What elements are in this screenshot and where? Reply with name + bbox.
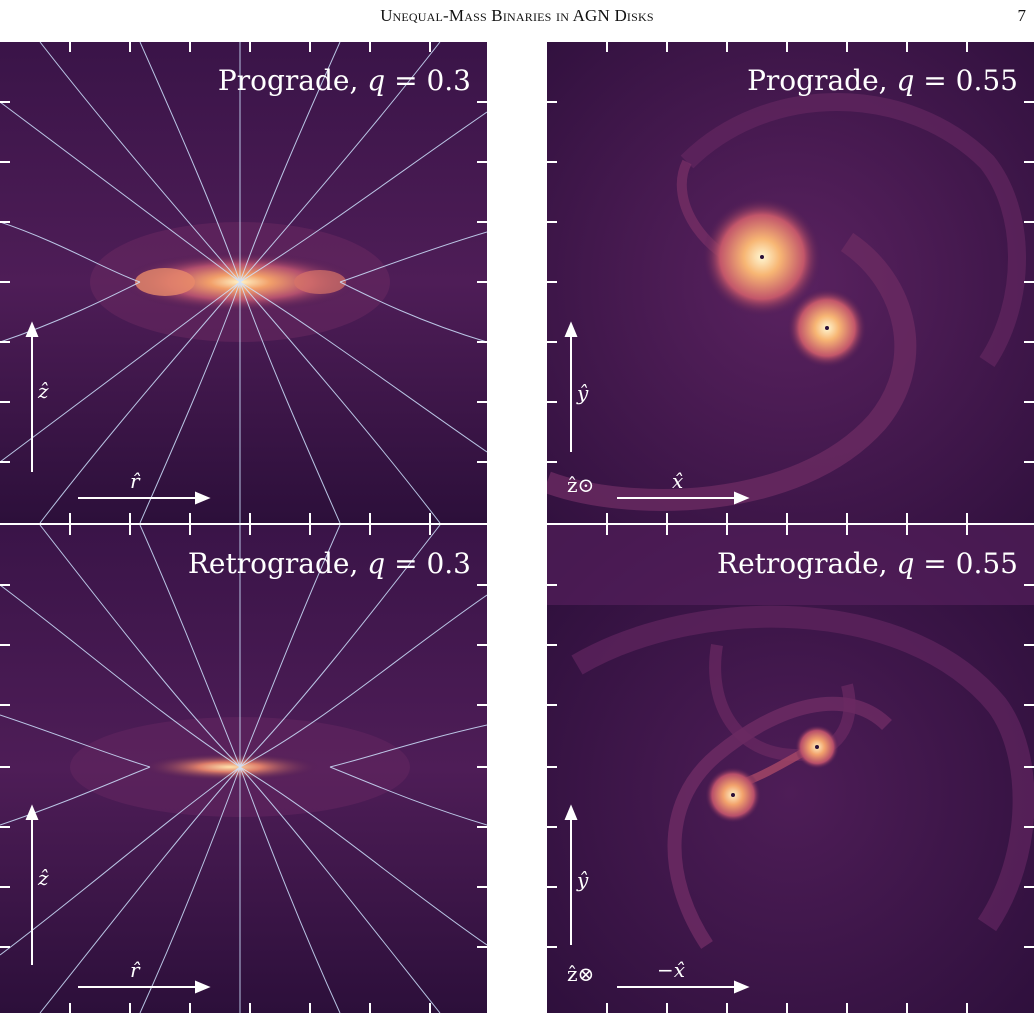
panel-prograde-q055: x̂ ŷ ẑ⊙ Prograde, q = 0.55 xyxy=(547,42,1034,523)
direction-arrows xyxy=(25,321,211,505)
panel-title-value: = 0.55 xyxy=(914,547,1018,580)
direction-arrows xyxy=(564,804,750,994)
y-axis-label: ẑ xyxy=(37,866,49,890)
y-axis-label: ŷ xyxy=(576,381,589,405)
running-title-rest: nequal-Mass Binaries in AGN Disks xyxy=(392,6,654,25)
panel-retrograde-q055-image: −x̂ ŷ ẑ⊗ xyxy=(547,525,1034,1013)
panel-title-prefix: Prograde, xyxy=(217,64,368,97)
panel-title: Prograde, q = 0.55 xyxy=(747,64,1018,97)
z-direction-label: ẑ⊙ xyxy=(567,473,594,497)
tick-marks xyxy=(0,42,487,523)
panel-prograde-q03-image: r̂ ẑ xyxy=(0,42,487,523)
y-axis-label: ŷ xyxy=(576,868,589,892)
z-direction-label: ẑ⊗ xyxy=(567,962,594,986)
panel-retrograde-q03: r̂ ẑ Retrograde, q = 0.3 xyxy=(0,525,487,1013)
tick-marks xyxy=(0,525,487,1013)
tick-marks xyxy=(547,42,1034,523)
panel-title-prefix: Retrograde, xyxy=(187,547,368,580)
panel-title: Prograde, q = 0.3 xyxy=(218,64,471,97)
panel-prograde-q03: r̂ ẑ Prograde, q = 0.3 xyxy=(0,42,487,523)
panel-retrograde-q03-image: r̂ ẑ xyxy=(0,525,487,1013)
tick-marks xyxy=(547,525,1034,1013)
panel-title-q: q xyxy=(896,547,915,580)
direction-arrows xyxy=(564,321,750,505)
page-number: 7 xyxy=(1017,6,1027,25)
x-axis-label: r̂ xyxy=(130,469,141,493)
x-axis-label: r̂ xyxy=(130,958,141,982)
running-title: Unequal-Mass Binaries in AGN Disks xyxy=(0,6,1034,26)
direction-arrows xyxy=(25,804,211,994)
panel-title-value: = 0.3 xyxy=(385,547,471,580)
panel-title-value: = 0.3 xyxy=(385,64,471,97)
panel-title: Retrograde, q = 0.55 xyxy=(717,547,1018,580)
panel-title-value: = 0.55 xyxy=(914,64,1018,97)
panel-title-q: q xyxy=(896,64,915,97)
panel-title-q: q xyxy=(367,547,386,580)
panel-title: Retrograde, q = 0.3 xyxy=(188,547,471,580)
x-axis-label: x̂ xyxy=(672,469,683,493)
y-axis-label: ẑ xyxy=(37,379,49,403)
panel-prograde-q055-image: x̂ ŷ ẑ⊙ xyxy=(547,42,1034,523)
running-title-first-letter: U xyxy=(380,6,393,25)
panel-title-prefix: Retrograde, xyxy=(717,547,897,580)
panel-retrograde-q055: −x̂ ŷ ẑ⊗ Retrograde, q = 0.55 xyxy=(547,525,1034,1013)
panel-title-prefix: Prograde, xyxy=(747,64,897,97)
panel-title-q: q xyxy=(367,64,386,97)
x-axis-label: −x̂ xyxy=(657,958,685,982)
page-header: Unequal-Mass Binaries in AGN Disks 7 xyxy=(0,0,1034,36)
